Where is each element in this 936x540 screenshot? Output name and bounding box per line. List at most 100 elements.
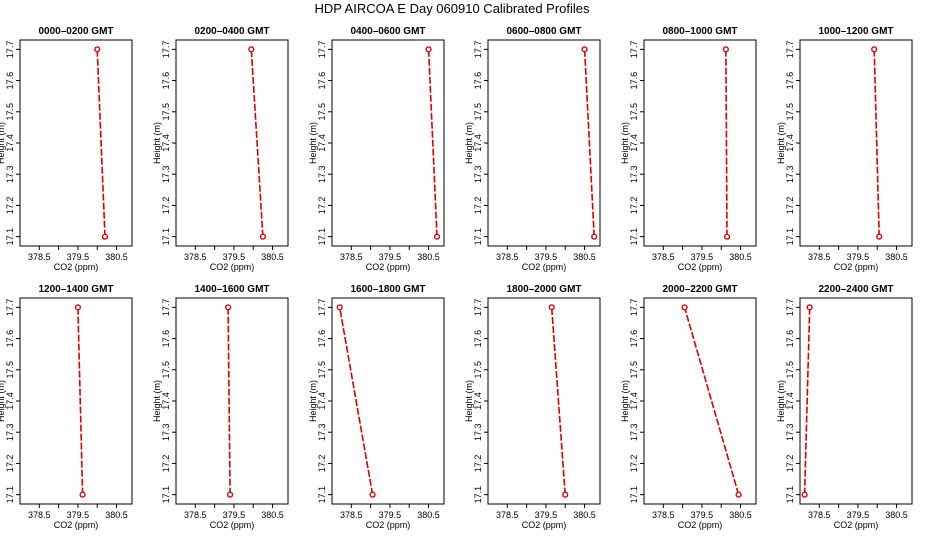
y-tick-label: 17.1	[317, 486, 327, 504]
profile-line	[803, 307, 811, 495]
profile-point	[369, 491, 376, 498]
y-tick-label: 17.3	[785, 165, 795, 183]
y-tick-label: 17.4	[317, 392, 327, 410]
profile-panels: 0000–0200 GMT 378.5 379.5 380.5 17.1 17.2 17.3…	[0, 26, 913, 530]
y-tick-label: 17.4	[161, 134, 171, 152]
profile-line	[583, 49, 595, 237]
plot-frame	[799, 297, 913, 505]
y-tick-label: 17.6	[473, 72, 483, 90]
x-tick-label: 378.5	[28, 510, 51, 520]
x-tick-label: 378.5	[652, 510, 675, 520]
y-axis-label: Height (m)	[620, 122, 630, 164]
profile-point	[226, 491, 234, 498]
y-tick-label: 17.2	[161, 455, 171, 473]
y-tick-label: 17.7	[629, 41, 639, 59]
y-tick-label: 17.1	[629, 228, 639, 246]
profile-point	[723, 233, 731, 240]
y-axis-label: Height (m)	[776, 380, 786, 422]
x-axis-label: CO2 (ppm)	[210, 262, 255, 272]
profile-point	[433, 233, 441, 240]
y-tick-label: 17.6	[629, 330, 639, 348]
x-tick-label: 380.5	[261, 252, 284, 262]
y-tick-label: 17.3	[317, 423, 327, 441]
y-tick-label: 17.5	[785, 361, 795, 379]
y-tick-label: 17.1	[785, 228, 795, 246]
profile-panel: 1000–1200 GMT 378.5 379.5 380.5 17.1 17.2 17.3…	[776, 26, 913, 272]
panel-title: 1000–1200 GMT	[818, 26, 893, 37]
profile-line	[250, 49, 264, 237]
y-tick-label: 17.6	[785, 330, 795, 348]
y-tick-label: 17.3	[317, 165, 327, 183]
y-tick-label: 17.3	[473, 423, 483, 441]
x-tick-label: 379.5	[67, 252, 90, 262]
x-tick-label: 380.5	[573, 252, 596, 262]
panel-title: 1200–1400 GMT	[38, 284, 113, 295]
profile-panel: 1400–1600 GMT 378.5 379.5 380.5 17.1 17.2 17.3…	[152, 284, 289, 530]
profile-point	[101, 233, 109, 240]
x-tick-label: 379.5	[691, 510, 714, 520]
y-tick-label: 17.7	[473, 299, 483, 317]
x-tick-label: 378.5	[184, 252, 207, 262]
y-tick-label: 17.4	[629, 392, 639, 410]
y-tick-label: 17.3	[5, 165, 15, 183]
panel-title: 2200–2400 GMT	[818, 284, 893, 295]
panel-title: 2000–2200 GMT	[662, 284, 737, 295]
x-tick-label: 378.5	[652, 252, 675, 262]
y-tick-label: 17.2	[5, 197, 15, 215]
x-tick-label: 380.5	[105, 252, 128, 262]
plot-frame	[19, 297, 133, 505]
y-tick-label: 17.2	[785, 197, 795, 215]
y-axis-label: Height (m)	[464, 122, 474, 164]
y-tick-label: 17.2	[785, 455, 795, 473]
x-axis-label: CO2 (ppm)	[834, 262, 879, 272]
y-tick-label: 17.7	[317, 299, 327, 317]
y-axis-label: Height (m)	[308, 122, 318, 164]
panel-title: 0800–1000 GMT	[662, 26, 737, 37]
plot-frame	[331, 39, 445, 247]
y-axis-label: Height (m)	[776, 122, 786, 164]
profile-point	[681, 304, 688, 311]
y-tick-label: 17.6	[161, 72, 171, 90]
y-tick-label: 17.3	[161, 423, 171, 441]
y-tick-label: 17.6	[5, 330, 15, 348]
profile-line	[427, 49, 438, 237]
profile-point	[871, 46, 878, 53]
profile-line	[873, 49, 880, 237]
profile-panel: 1200–1400 GMT 378.5 379.5 380.5 17.1 17.2 17.3…	[0, 284, 133, 530]
y-tick-label: 17.1	[161, 486, 171, 504]
profile-point	[591, 233, 598, 240]
profile-line	[96, 49, 106, 237]
y-axis-label: Height (m)	[464, 380, 474, 422]
x-tick-label: 378.5	[340, 252, 363, 262]
y-tick-label: 17.5	[785, 103, 795, 121]
y-tick-label: 17.7	[5, 299, 15, 317]
x-tick-label: 380.5	[417, 252, 440, 262]
y-tick-label: 17.4	[473, 392, 483, 410]
y-tick-label: 17.2	[629, 455, 639, 473]
profile-point	[425, 46, 432, 53]
x-tick-label: 378.5	[808, 252, 831, 262]
y-tick-label: 17.3	[473, 165, 483, 183]
y-tick-label: 17.1	[317, 228, 327, 246]
x-tick-label: 380.5	[729, 510, 752, 520]
y-tick-label: 17.6	[317, 330, 327, 348]
x-tick-label: 379.5	[223, 252, 246, 262]
profile-panel: 0000–0200 GMT 378.5 379.5 380.5 17.1 17.2 17.3…	[0, 26, 133, 272]
y-tick-label: 17.5	[161, 361, 171, 379]
y-tick-label: 17.7	[785, 41, 795, 59]
y-tick-label: 17.2	[473, 455, 483, 473]
y-tick-label: 17.2	[317, 455, 327, 473]
y-tick-label: 17.7	[161, 299, 171, 317]
profile-point	[581, 46, 588, 53]
y-tick-label: 17.5	[317, 103, 327, 121]
profile-panel: 1800–2000 GMT 378.5 379.5 380.5 17.1 17.2 17.3…	[464, 284, 601, 530]
y-tick-label: 17.1	[629, 486, 639, 504]
y-tick-label: 17.6	[161, 330, 171, 348]
y-tick-label: 17.6	[317, 72, 327, 90]
profile-line	[725, 49, 728, 237]
x-axis-label: CO2 (ppm)	[834, 520, 879, 530]
y-tick-label: 17.6	[473, 330, 483, 348]
x-tick-label: 380.5	[573, 510, 596, 520]
profile-panel: 2000–2200 GMT 378.5 379.5 380.5 17.1 17.2 17.3…	[620, 284, 757, 530]
plot-frame	[643, 39, 757, 247]
